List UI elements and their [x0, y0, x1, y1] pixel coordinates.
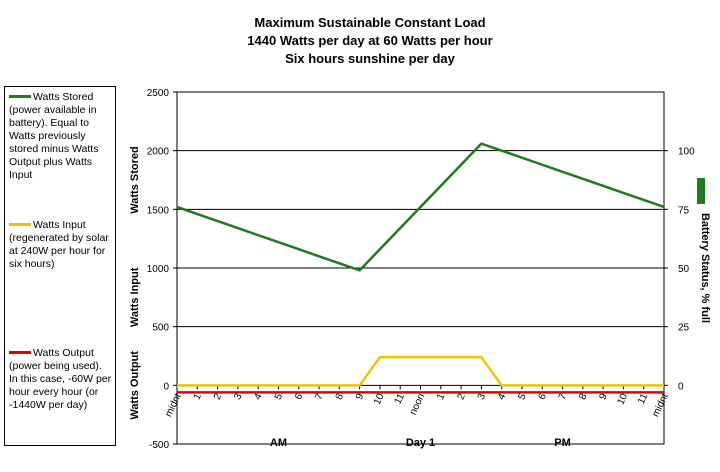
legend-text-output: Watts Output (power being used). In this… — [9, 347, 112, 411]
x-tick-label-12: noon — [408, 392, 427, 417]
x-tick-label-16: 4 — [496, 392, 509, 402]
y2-tick-label-2: 50 — [678, 264, 690, 275]
y-axis-title-0: Watts Stored — [129, 146, 141, 213]
x-tick-label-24: midnt — [650, 392, 670, 419]
y2-axis-title: Battery Status, % full — [699, 213, 711, 323]
x-tick-label-3: 3 — [232, 392, 245, 402]
x-tick-label-13: 1 — [435, 392, 448, 402]
x-tick-label-5: 5 — [273, 392, 286, 402]
x-tick-label-9: 9 — [354, 392, 367, 402]
chart-title: Maximum Sustainable Constant Load — [254, 15, 486, 30]
x-tick-label-21: 9 — [598, 392, 611, 402]
y2-tick-label-0: 0 — [678, 381, 684, 392]
y-tick-label-0: -500 — [149, 440, 169, 451]
legend-swatch-input — [9, 222, 31, 226]
x-tick-label-17: 5 — [516, 392, 529, 402]
y-tick-label-3: 1000 — [147, 264, 170, 275]
x-tick-label-4: 4 — [253, 392, 266, 402]
legend-text-stored: Watts Stored (power available in battery… — [9, 91, 99, 181]
chart-title-block: Maximum Sustainable Constant Load 1440 W… — [150, 14, 590, 68]
x-tick-label-19: 7 — [557, 392, 570, 402]
chart-subtitle-2: Six hours sunshine per day — [285, 51, 455, 66]
x-tick-label-22: 10 — [615, 392, 630, 407]
x-tick-label-10: 10 — [372, 392, 387, 407]
legend-text-input: Watts Input (regenerated by solar at 240… — [9, 219, 109, 270]
x-group-label-0: AM — [270, 437, 287, 449]
x-tick-label-23: 11 — [636, 392, 651, 406]
x-group-label-2: PM — [554, 437, 571, 449]
y-axis-title-1: Watts Input — [129, 267, 141, 327]
y2-tick-label-1: 25 — [678, 323, 690, 334]
x-tick-label-20: 8 — [577, 392, 590, 402]
y2-tick-label-3: 75 — [678, 205, 690, 216]
y-tick-label-5: 2000 — [147, 147, 170, 158]
y-tick-label-1: 0 — [163, 381, 169, 392]
x-tick-label-14: 2 — [455, 392, 468, 402]
legend-entry-input: Watts Input (regenerated by solar at 240… — [9, 219, 113, 271]
legend-entry-stored: Watts Stored (power available in battery… — [9, 91, 113, 182]
x-tick-label-0: midnt — [163, 392, 183, 419]
series-line-watts-stored — [176, 142, 665, 272]
x-tick-label-2: 2 — [212, 392, 225, 402]
chart-subtitle-1: 1440 Watts per day at 60 Watts per hour — [247, 33, 493, 48]
x-group-label-1: Day 1 — [406, 437, 435, 449]
y-tick-label-4: 1500 — [147, 205, 170, 216]
legend-swatch-stored — [9, 94, 31, 98]
y-axis-title-2: Watts Output — [129, 351, 141, 420]
y2-status-indicator — [697, 178, 705, 204]
x-tick-label-8: 8 — [334, 392, 347, 402]
y-tick-label-2: 500 — [152, 323, 169, 334]
y2-tick-label-4: 100 — [678, 147, 695, 158]
legend-entry-output: Watts Output (power being used). In this… — [9, 347, 113, 412]
x-tick-label-11: 11 — [393, 392, 408, 406]
series-line-watts-input — [177, 355, 664, 387]
x-tick-label-6: 6 — [293, 392, 306, 402]
x-tick-label-1: 1 — [192, 392, 205, 402]
x-tick-label-18: 6 — [537, 392, 550, 402]
chart-legend: Watts Stored (power available in battery… — [4, 86, 116, 446]
legend-swatch-output — [9, 350, 31, 354]
y-tick-label-6: 2500 — [147, 88, 170, 99]
x-tick-label-15: 3 — [476, 392, 489, 402]
x-tick-label-7: 7 — [313, 392, 326, 402]
